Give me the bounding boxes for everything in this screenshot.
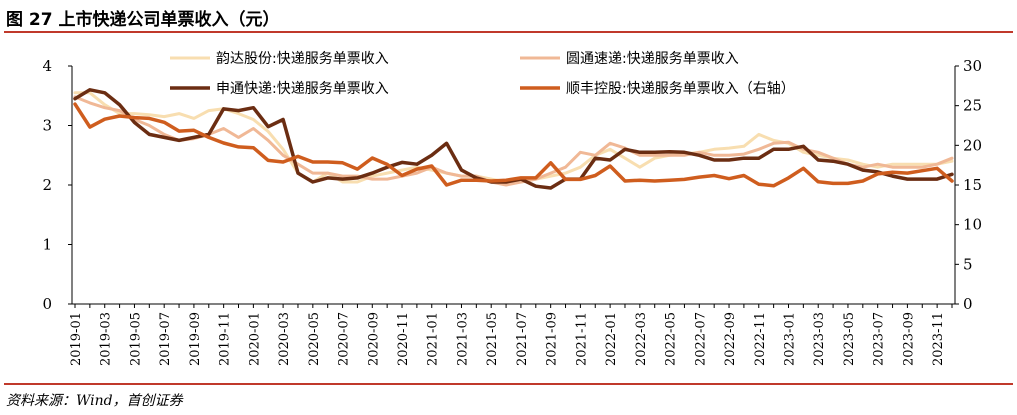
x-tick-label: 2021-11: [574, 312, 589, 366]
x-tick-label: 2023-01: [782, 312, 797, 366]
legend-label: 顺丰控股:快递服务单票收入（右轴）: [566, 81, 795, 97]
source-note: 资料来源：Wind，首创证券: [6, 393, 183, 409]
x-tick-label: 2020-09: [366, 312, 381, 366]
chart-series: [73, 88, 954, 190]
source-divider: [4, 383, 1013, 385]
x-tick-label: 2022-11: [753, 312, 768, 366]
series-line: [73, 88, 954, 190]
x-tick-label: 2021-05: [485, 312, 500, 366]
x-tick-label: 2021-07: [515, 312, 530, 366]
y2-tick-label: 20: [963, 136, 982, 154]
chart-axes: 0 1 2 3 4 0 5 10 15 20 25 30 2019-01 2019-03 2019-05 20…: [42, 57, 982, 366]
figure-title: 图 27 上市快递公司单票收入（元）: [6, 10, 280, 30]
x-tick-label: 2022-07: [693, 312, 708, 366]
y2-tick-label: 5: [963, 255, 973, 273]
x-tick-label: 2020-05: [307, 312, 322, 366]
y2-tick-label: 30: [963, 57, 982, 75]
legend-label: 申通快递:快递服务单票收入: [216, 81, 389, 97]
x-tick-label: 2021-01: [426, 312, 441, 366]
series-line: [73, 102, 954, 188]
x-tick-label: 2019-05: [128, 312, 143, 366]
x-tick-label: 2022-01: [604, 312, 619, 366]
x-tick-label: 2020-11: [396, 312, 411, 366]
x-tick-label: 2019-07: [158, 312, 173, 366]
x-tick-label: 2019-03: [99, 312, 114, 366]
y2-tick-label: 0: [963, 295, 973, 313]
x-tick-label: 2022-09: [723, 312, 738, 366]
x-tick-label: 2023-03: [812, 312, 827, 366]
legend-label: 韵达股份:快递服务单票收入: [216, 51, 389, 67]
x-tick-label: 2021-03: [455, 312, 470, 366]
x-tick-label: 2020-01: [247, 312, 262, 366]
x-tick-label: 2019-09: [188, 312, 203, 366]
y-tick-label: 3: [42, 117, 52, 135]
x-tick-label: 2023-05: [842, 312, 857, 366]
y2-tick-label: 15: [963, 176, 982, 194]
x-tick-label: 2023-11: [931, 312, 946, 366]
x-tick-label: 2021-09: [545, 312, 560, 366]
x-tick-label: 2022-03: [634, 312, 649, 366]
title-bar: 图 27 上市快递公司单票收入（元）: [4, 3, 1013, 33]
y2-tick-label: 25: [963, 97, 982, 115]
y2-tick-label: 10: [963, 216, 982, 234]
legend-label: 圆通速递:快递服务单票收入: [566, 51, 739, 67]
x-tick-label: 2022-05: [664, 312, 679, 366]
y-tick-label: 0: [42, 295, 52, 313]
y-tick-label: 1: [42, 236, 52, 254]
x-tick-label: 2020-07: [337, 312, 352, 366]
x-tick-label: 2019-11: [218, 312, 233, 366]
x-tick-label: 2023-07: [872, 312, 887, 366]
y-tick-label: 2: [42, 176, 52, 194]
x-tick-label: 2020-03: [277, 312, 292, 366]
y-tick-label: 4: [42, 57, 52, 75]
line-chart: 0 1 2 3 4 0 5 10 15 20 25 30 2019-01 2019-03 2019-05 20…: [42, 51, 982, 366]
x-tick-label: 2023-09: [901, 312, 916, 366]
x-tick-label: 2019-01: [69, 312, 84, 366]
